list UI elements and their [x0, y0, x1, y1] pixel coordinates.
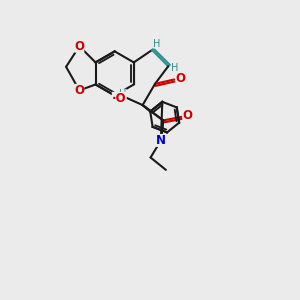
Text: ·O: ·O — [112, 92, 126, 105]
Text: O: O — [74, 84, 84, 97]
Text: H: H — [171, 63, 178, 73]
Text: O: O — [74, 40, 84, 53]
Text: H: H — [153, 39, 160, 49]
Text: H: H — [119, 89, 127, 99]
Text: N: N — [156, 134, 166, 147]
Text: O: O — [176, 71, 186, 85]
Text: O: O — [182, 109, 192, 122]
